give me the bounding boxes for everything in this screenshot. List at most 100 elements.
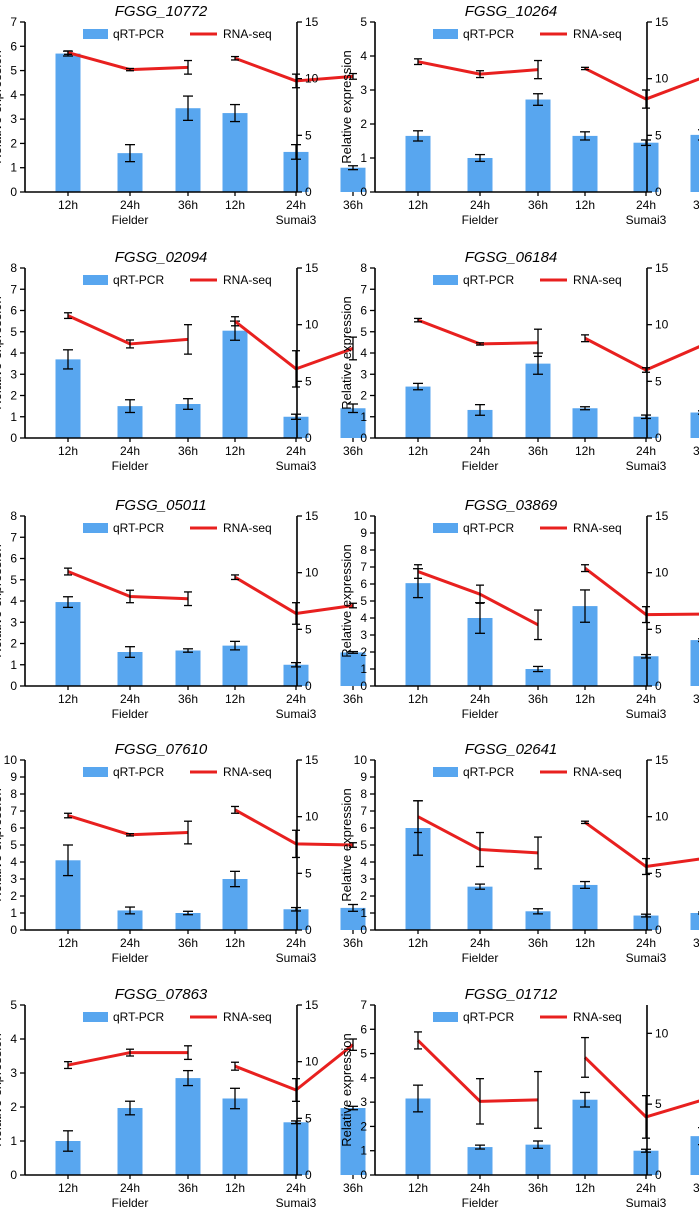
bar-error-bar: [291, 906, 301, 912]
y-tick-label: 2: [360, 389, 367, 403]
x-tick-label: 12h: [408, 444, 428, 458]
x-tick-label: 24h: [636, 936, 656, 950]
x-tick-label: 24h: [120, 444, 140, 458]
chart-title: FGSG_02094: [115, 249, 208, 266]
y-tick-label: 2: [360, 889, 367, 903]
y2-tick-label: 0: [655, 185, 662, 199]
legend-label-qrt-pcr: qRT-PCR: [113, 521, 164, 535]
x-tick-label: 36h: [178, 692, 198, 706]
line-error-bar: [642, 367, 650, 373]
line-error-bar: [642, 857, 650, 876]
y-tick-label: 7: [360, 804, 367, 818]
y-tick-label: 7: [10, 530, 17, 544]
legend-label-rna-seq: RNA-seq: [223, 521, 272, 535]
bar-error-bar: [291, 413, 301, 420]
y-tick-label: 2: [10, 136, 17, 150]
bar-qrt-pcr: [175, 650, 201, 686]
line-error-bar: [126, 67, 134, 72]
line-error-bar: [349, 842, 357, 848]
y2-tick-label: 15: [655, 753, 669, 767]
bar-qrt-pcr: [690, 1136, 699, 1175]
legend-label-qrt-pcr: qRT-PCR: [113, 765, 164, 779]
x-tick-label: 12h: [575, 1181, 595, 1195]
y-tick-label: 4: [360, 611, 367, 625]
y2-tick-label: 0: [655, 679, 662, 693]
legend-swatch-qrt-pcr: [433, 767, 458, 777]
y-tick-label: 8: [10, 509, 17, 523]
y-tick-label: 2: [360, 645, 367, 659]
line-error-bar: [414, 564, 422, 579]
bar-error-bar: [291, 661, 301, 668]
legend-label-qrt-pcr: qRT-PCR: [113, 273, 164, 287]
y2-tick-label: 15: [305, 509, 319, 523]
y-tick-label: 4: [10, 346, 17, 360]
legend-label-qrt-pcr: qRT-PCR: [463, 521, 514, 535]
y2-tick-label: 15: [305, 15, 319, 29]
y-tick-label: 8: [10, 787, 17, 801]
line-error-bar: [414, 58, 422, 66]
x-tick-label: 24h: [470, 444, 490, 458]
line-error-bar: [292, 350, 300, 388]
bar-error-bar: [580, 589, 590, 623]
x-tick-label: 12h: [575, 198, 595, 212]
x-tick-label: 24h: [286, 444, 306, 458]
y-tick-label: 4: [10, 1032, 17, 1046]
line-error-bar: [292, 602, 300, 625]
line-rna-seq: [67, 51, 189, 72]
bar-error-bar: [348, 403, 358, 414]
y2-tick-label: 10: [305, 318, 319, 332]
bar-qrt-pcr: [467, 1147, 493, 1175]
bar-error-bar: [291, 143, 301, 160]
bar-qrt-pcr: [525, 911, 551, 930]
line-error-bar: [642, 1095, 650, 1139]
y-tick-label: 5: [360, 15, 367, 29]
line-error-bar: [292, 1078, 300, 1102]
bar-qrt-pcr: [525, 1144, 551, 1175]
legend-swatch-qrt-pcr: [83, 523, 108, 533]
x-tick-label: 24h: [120, 692, 140, 706]
x-tick-label: 36h: [693, 692, 699, 706]
line-error-bar: [64, 1061, 72, 1070]
line-rna-seq: [67, 570, 189, 601]
line-rna-seq: [584, 821, 699, 869]
y-axis-label: Relative expression: [0, 788, 4, 901]
line-error-bar: [534, 328, 542, 358]
line-error-bar: [126, 339, 134, 349]
y-tick-label: 9: [360, 770, 367, 784]
x-tick-label: 12h: [225, 1181, 245, 1195]
x-tick-label: 12h: [408, 1181, 428, 1195]
group-label: Sumai3: [276, 951, 317, 965]
y-axis-label: Relative expression: [339, 1033, 354, 1146]
bar-qrt-pcr: [525, 99, 551, 192]
x-tick-label: 24h: [636, 444, 656, 458]
bar-error-bar: [413, 1084, 423, 1113]
line-error-bar: [64, 812, 72, 819]
group-label: Fielder: [112, 459, 149, 473]
bar-error-bar: [348, 903, 358, 912]
line-error-bar: [642, 606, 650, 624]
y-tick-label: 4: [10, 594, 17, 608]
y2-tick-label: 10: [655, 72, 669, 86]
line-rna-seq: [584, 566, 699, 617]
bar-qrt-pcr: [467, 886, 493, 930]
bar-error-bar: [475, 883, 485, 890]
bar-qrt-pcr: [222, 113, 248, 192]
bar-qrt-pcr: [690, 913, 699, 930]
line-rna-seq: [234, 56, 354, 83]
y2-tick-label: 0: [305, 679, 312, 693]
bar-qrt-pcr: [690, 640, 699, 686]
y2-tick-label: 15: [305, 261, 319, 275]
line-rna-seq: [67, 1051, 188, 1067]
y-tick-label: 6: [360, 577, 367, 591]
line-error-bar: [581, 820, 589, 825]
group-label: Sumai3: [626, 707, 667, 721]
bar-error-bar: [125, 1100, 135, 1116]
y2-tick-label: 5: [305, 128, 312, 142]
y2-tick-label: 0: [305, 431, 312, 445]
x-tick-label: 24h: [286, 198, 306, 212]
bar-error-bar: [641, 414, 651, 420]
y2-tick-label: 10: [305, 1055, 319, 1069]
legend-label-qrt-pcr: qRT-PCR: [463, 273, 514, 287]
y-tick-label: 3: [360, 83, 367, 97]
line-error-bar: [349, 72, 357, 80]
